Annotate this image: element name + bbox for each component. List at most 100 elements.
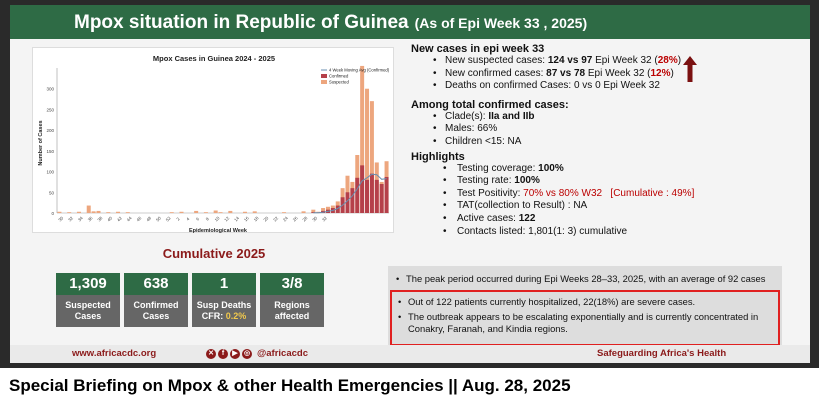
suspected-bar	[218, 212, 223, 213]
slide-title: Mpox situation in Republic of Guinea (As …	[74, 12, 587, 34]
x-tick-label: 20	[262, 215, 269, 222]
note-hospitalized: Out of 122 patients currently hospitaliz…	[390, 296, 778, 308]
rate-item: Testing rate: 100%	[411, 175, 801, 188]
children-item: Children <15: NA	[411, 136, 801, 149]
confirmed-bar	[374, 179, 379, 213]
legend-swatch	[321, 74, 327, 78]
suspected-bar	[125, 212, 130, 213]
stat-suspected: 1,309 Suspected Cases	[56, 273, 120, 327]
suspected-bar	[96, 210, 101, 213]
moving-avg-line	[313, 173, 387, 214]
slide-title-sub: (As of Epi Week 33 , 2025)	[414, 15, 588, 31]
x-tick-label: 22	[272, 215, 279, 222]
x-tick-label: 26	[292, 215, 299, 222]
stat-deaths: 1 Susp Deaths CFR: 0.2%	[192, 273, 256, 327]
video-player[interactable]: Mpox situation in Republic of Guinea (As …	[0, 0, 819, 368]
stat-suspected-value: 1,309	[56, 273, 120, 295]
confirmed-bar	[365, 179, 370, 213]
stat-confirmed-value: 638	[124, 273, 188, 295]
y-tick-label: 50	[49, 190, 55, 195]
x-tick-label: 46	[135, 215, 142, 222]
chart-legend: 4 Week Moving Avg (Confirmed)ConfirmedSu…	[321, 68, 390, 85]
youtube-icon: ▶	[230, 348, 240, 359]
legend-entry: 4 Week Moving Avg (Confirmed)	[329, 68, 390, 73]
chart-bars	[57, 65, 389, 214]
suspected-bar	[106, 212, 111, 213]
stat-regions: 3/8 Regions affected	[260, 273, 324, 327]
suspected-bar	[369, 101, 374, 213]
x-tick-label: 42	[116, 215, 123, 222]
x-tick-label: 4	[185, 216, 191, 222]
new-suspected-item: New suspected cases: 124 vs 97 Epi Week …	[411, 55, 801, 68]
x-tick-label: 12	[223, 215, 230, 222]
coverage-item: Testing coverage: 100%	[411, 163, 801, 176]
note-escalating: The outbreak appears to be escalating ex…	[390, 311, 778, 335]
confirmed-bar	[360, 165, 365, 213]
x-tick-label: 36	[87, 215, 94, 222]
suspected-bar	[242, 211, 247, 213]
x-tick-label: 10	[214, 215, 221, 222]
confirmed-heading: Among total confirmed cases:	[411, 98, 569, 111]
confirmed-list: Clade(s): IIa and IIb Males: 66% Childre…	[411, 111, 801, 149]
x-tick-label: 38	[96, 215, 103, 222]
slide: Mpox situation in Republic of Guinea (As …	[10, 5, 810, 363]
footer-url: www.africacdc.org	[72, 348, 157, 359]
slide-footer: www.africacdc.org ✕ f ▶ ◎ @africacdc Saf…	[10, 345, 810, 363]
suspected-bar	[179, 211, 184, 213]
x-tick-label: 24	[282, 215, 289, 222]
summary-text: New cases in epi week 33 New suspected c…	[411, 41, 801, 238]
confirmed-bar	[350, 188, 355, 213]
footer-handle: @africacdc	[257, 348, 308, 359]
notes-box: The peak period occurred during Epi Week…	[388, 266, 782, 346]
positivity-item: Test Positivity: 70% vs 80% W32 [Cumulat…	[411, 188, 801, 201]
x-tick-label: 30	[311, 215, 318, 222]
suspected-bar	[57, 211, 62, 213]
cases-chart: Mpox Cases in Guinea 2024 - 2025 Number …	[32, 47, 394, 234]
legend-entry: Suspected	[329, 80, 349, 85]
stat-confirmed-label: Confirmed Cases	[124, 295, 188, 327]
stat-regions-label: Regions affected	[260, 295, 324, 327]
cfr-value: 0.2%	[225, 311, 247, 321]
stat-confirmed: 638 Confirmed Cases	[124, 273, 188, 327]
x-tick-label: 6	[195, 216, 201, 222]
x-tick-label: 2	[175, 216, 181, 222]
new-cases-list: New suspected cases: 124 vs 97 Epi Week …	[411, 55, 801, 93]
cases-chart-svg: Mpox Cases in Guinea 2024 - 2025 Number …	[38, 54, 390, 234]
x-tick-label: 34	[77, 215, 84, 222]
x-tick-label: 32	[321, 215, 328, 222]
suspected-bar	[252, 211, 257, 213]
new-cases-heading: New cases in epi week 33	[411, 43, 545, 55]
confirmed-bar	[335, 205, 340, 213]
x-tick-label: 32	[67, 215, 74, 222]
video-title[interactable]: Special Briefing on Mpox & other Health …	[9, 376, 571, 395]
footer-social: ✕ f ▶ ◎ @africacdc	[206, 348, 308, 359]
suspected-bar	[76, 211, 81, 213]
confirmed-bar	[345, 192, 350, 213]
confirmed-bar	[355, 177, 360, 213]
suspected-bar	[91, 211, 96, 213]
slide-title-text: Mpox situation in Republic of Guinea	[74, 12, 409, 33]
confirmed-bar	[379, 184, 384, 213]
x-tick-label: 28	[301, 215, 308, 222]
new-confirmed-item: New confirmed cases: 87 vs 78 Epi Week 3…	[411, 68, 801, 81]
legend-entry: Confirmed	[329, 74, 349, 79]
suspected-bar	[116, 211, 121, 213]
confirmed-bar	[369, 173, 374, 213]
x-tick-label: 44	[126, 215, 133, 222]
active-item: Active cases: 122	[411, 213, 801, 226]
tat-item: TAT(collection to Result) : NA	[411, 200, 801, 213]
x-tick-label: 18	[253, 215, 260, 222]
x-tick-label: 40	[106, 215, 113, 222]
confirmed-bar	[384, 176, 389, 213]
cumulative-title: Cumulative 2025	[162, 246, 266, 261]
y-tick-label: 200	[46, 128, 54, 133]
facebook-icon: f	[218, 348, 228, 359]
suspected-bar	[86, 205, 91, 213]
cumulative-stats: 1,309 Suspected Cases 638 Confirmed Cases …	[56, 273, 324, 327]
suspected-bar	[365, 88, 370, 213]
note-peak: The peak period occurred during Epi Week…	[388, 273, 782, 285]
clade-item: Clade(s): IIa and IIb	[411, 111, 801, 124]
stat-deaths-label: Susp Deaths CFR: 0.2%	[192, 295, 256, 327]
x-tick-label: 16	[243, 215, 250, 222]
